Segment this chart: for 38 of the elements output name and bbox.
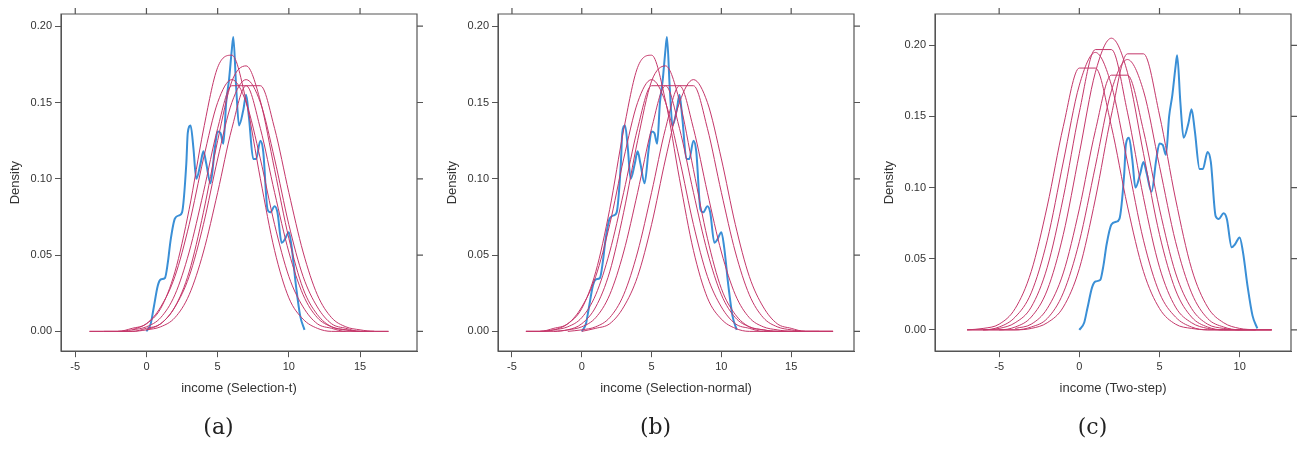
- x-tick-label: 10: [282, 359, 295, 372]
- text: (a): [202, 414, 235, 439]
- x-tick-label: -5: [70, 359, 81, 372]
- x-tick-label: 15: [353, 359, 367, 372]
- y-tick-label: 0.05: [904, 251, 927, 264]
- x-tick-label: 5: [214, 359, 221, 372]
- x-axis-title: income (Two-step): [1059, 379, 1167, 395]
- y-tick-label: 0.10: [467, 171, 490, 184]
- y-tick-label: 0.00: [30, 324, 53, 337]
- y-tick-label: 0.15: [467, 95, 490, 108]
- x-tick-label: 10: [715, 359, 728, 372]
- y-axis-title: Density: [881, 160, 897, 205]
- y-axis-title: Density: [7, 160, 23, 205]
- y-tick-label: 0.00: [904, 322, 927, 335]
- y-tick-label: 0.20: [904, 38, 927, 51]
- y-tick-label: 0.10: [30, 171, 53, 184]
- y-tick-label: 0.05: [467, 248, 490, 261]
- y-tick-label: 0.20: [467, 19, 490, 32]
- x-tick-label: 10: [1233, 359, 1246, 372]
- text: (b): [638, 414, 673, 439]
- y-tick-label: 0.00: [467, 324, 490, 337]
- y-tick-label: 0.20: [30, 19, 53, 32]
- y-tick-label: 0.15: [904, 109, 927, 122]
- y-tick-label: 0.15: [30, 95, 53, 108]
- x-tick-label: 0: [143, 359, 150, 372]
- x-tick-label: 0: [578, 359, 585, 372]
- x-tick-label: -5: [994, 359, 1005, 372]
- x-tick-label: 0: [1076, 359, 1083, 372]
- x-axis-title: income (Selection-normal): [600, 379, 752, 395]
- y-tick-label: 0.10: [904, 180, 927, 193]
- y-axis-title: Density: [444, 160, 460, 205]
- x-axis-title: income (Selection-t): [181, 379, 297, 395]
- text: (c): [1076, 414, 1109, 439]
- y-tick-label: 0.05: [30, 248, 53, 261]
- x-tick-label: 15: [785, 359, 798, 372]
- x-tick-label: -5: [507, 359, 517, 372]
- x-tick-label: 5: [1156, 359, 1163, 372]
- x-tick-label: 5: [648, 359, 655, 372]
